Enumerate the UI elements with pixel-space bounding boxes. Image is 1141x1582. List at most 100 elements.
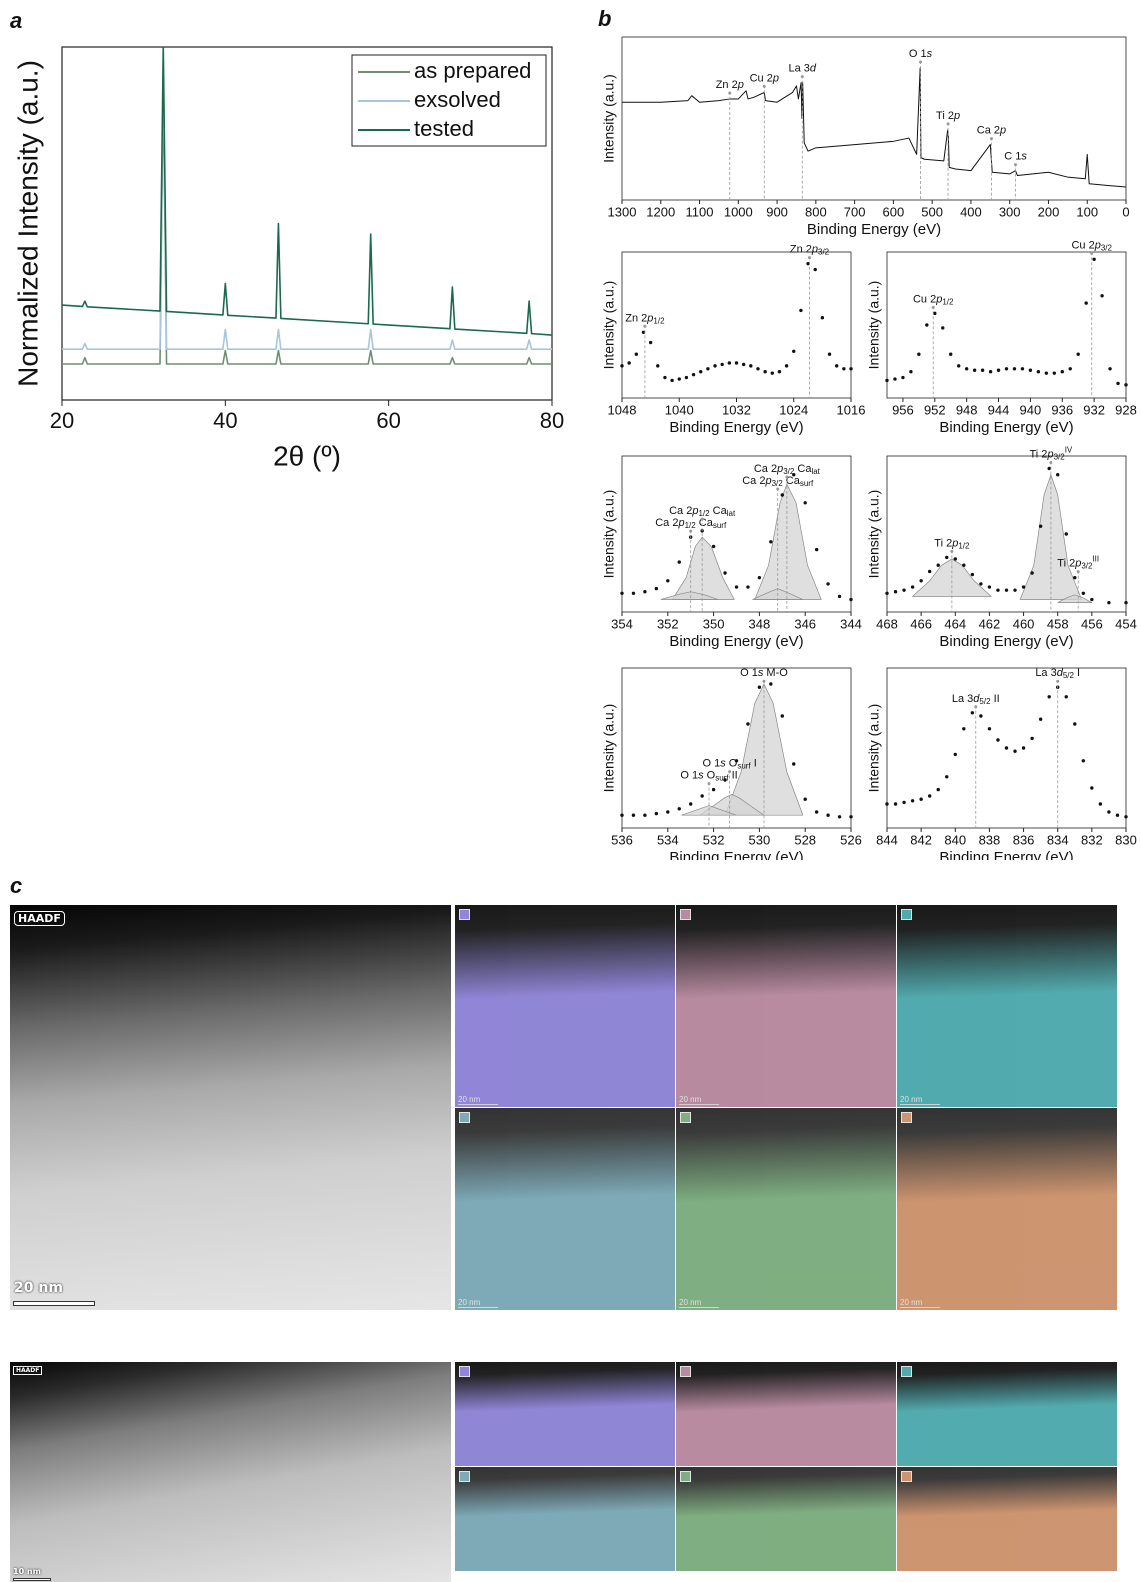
y-axis-label: Intensity (a.u.)	[866, 490, 882, 579]
x-tick-label: 834	[1047, 832, 1069, 847]
peak-annotation: Ti 2p3/2IV	[1030, 446, 1073, 462]
annotation-marker	[946, 122, 950, 126]
peak-annotation: Cu 2p3/2	[1071, 239, 1112, 252]
annotation-part: s	[720, 758, 726, 770]
y-axis-label: Intensity (a.u.)	[601, 74, 617, 163]
element-badge	[459, 1112, 470, 1123]
x-tick-label: 530	[749, 832, 771, 847]
annotation-part: p	[1094, 239, 1101, 251]
eds-map	[676, 1362, 896, 1466]
annotation-part: C 1	[1004, 151, 1021, 163]
eds-map: 20 nm	[455, 1108, 675, 1310]
data-point	[1064, 532, 1068, 536]
annotation-marker	[931, 305, 935, 309]
annotation-part: 3/2	[772, 479, 784, 488]
map-scale-label: 20 nm	[458, 1095, 481, 1104]
annotation-marker	[762, 84, 766, 88]
data-point	[962, 563, 966, 567]
data-point	[700, 794, 704, 798]
peak-annotation: La 3d5/2 I	[1035, 667, 1080, 680]
annotation-marker	[800, 75, 804, 79]
data-point	[949, 352, 953, 356]
x-tick-label: 838	[979, 832, 1001, 847]
x-tick-label: 1032	[722, 402, 751, 417]
annotation-part: I	[751, 758, 757, 770]
annotation-part: s	[1021, 151, 1027, 163]
data-point	[919, 579, 923, 583]
annotation-part: Cu 2	[913, 293, 936, 305]
x-tick-label: 832	[1081, 832, 1103, 847]
x-tick-label: 900	[766, 204, 788, 219]
x-axis-label: Binding Energy (eV)	[939, 633, 1073, 650]
data-point	[1064, 695, 1068, 699]
x-tick-label: 354	[611, 616, 633, 631]
annotation-marker	[689, 529, 693, 533]
data-point	[1108, 367, 1112, 371]
x-axis-label: Binding Energy (eV)	[669, 633, 803, 650]
data-point	[885, 802, 889, 806]
annotation-part: 3/2	[1101, 243, 1113, 252]
y-axis-label: Intensity (a.u.)	[601, 490, 617, 579]
data-line	[62, 60, 552, 350]
annotation-part: 3/2	[1081, 562, 1093, 571]
data-point	[936, 787, 940, 792]
x-tick-label: 928	[1115, 402, 1137, 417]
annotation-marker	[776, 487, 780, 491]
fit-component	[1057, 594, 1093, 603]
data-point	[885, 378, 889, 383]
x-tick-label: 948	[956, 402, 978, 417]
data-point	[1004, 588, 1009, 592]
eds-map: 20 nm	[455, 905, 675, 1107]
data-point	[893, 590, 898, 594]
annotation-marker	[1076, 570, 1080, 574]
data-point	[1098, 802, 1103, 806]
scale-label: 10 nm	[13, 1567, 41, 1576]
data-point	[1073, 575, 1077, 580]
annotation-marker	[707, 782, 711, 786]
annotation-marker	[1090, 251, 1094, 255]
data-point	[988, 370, 993, 374]
annotation-part: s	[758, 667, 764, 679]
eds-map	[897, 1362, 1117, 1466]
fit-component	[660, 591, 719, 600]
annotation-part: Ca	[794, 463, 812, 475]
data-point	[1124, 815, 1128, 819]
data-line	[622, 67, 1127, 188]
data-point	[1028, 368, 1033, 372]
element-badge	[680, 1366, 691, 1377]
x-axis-label: 2θ (º)	[273, 440, 341, 471]
x-tick-label: 1016	[837, 402, 866, 417]
data-point	[980, 368, 985, 372]
data-point	[727, 361, 732, 365]
y-axis-label: Intensity (a.u.)	[866, 704, 882, 793]
element-badge	[459, 1366, 470, 1377]
data-point	[987, 585, 992, 589]
data-point	[769, 682, 773, 686]
data-point	[1004, 367, 1009, 371]
x-tick-label: 462	[979, 616, 1001, 631]
x-tick-label: 940	[1020, 402, 1042, 417]
data-point	[677, 560, 681, 564]
annotation-part: 1/2	[958, 542, 970, 551]
data-point	[757, 575, 762, 580]
peak-annotation: Ti 2p	[936, 110, 960, 122]
data-point	[713, 364, 717, 368]
x-axis-label: Binding Energy (eV)	[939, 419, 1073, 436]
annotation-part: p	[811, 244, 818, 256]
data-point	[1052, 371, 1057, 375]
data-point	[1076, 352, 1080, 356]
y-axis-label: Intensity (a.u.)	[601, 704, 617, 793]
annotation-part: p	[951, 537, 958, 549]
annotation-part: Ca 2	[977, 124, 1000, 136]
map-scale-label: 20 nm	[679, 1095, 702, 1104]
data-point	[1047, 695, 1051, 699]
data-point	[792, 473, 796, 477]
peak-annotation: O 1s	[909, 48, 933, 60]
eds-map: 20 nm	[676, 1108, 896, 1310]
data-point	[827, 352, 832, 356]
plot-frame	[886, 455, 1127, 613]
annotation-part: surf	[715, 774, 729, 783]
data-point	[1124, 600, 1128, 605]
annotation-part: Zn 2	[716, 79, 738, 91]
data-point	[734, 585, 739, 589]
